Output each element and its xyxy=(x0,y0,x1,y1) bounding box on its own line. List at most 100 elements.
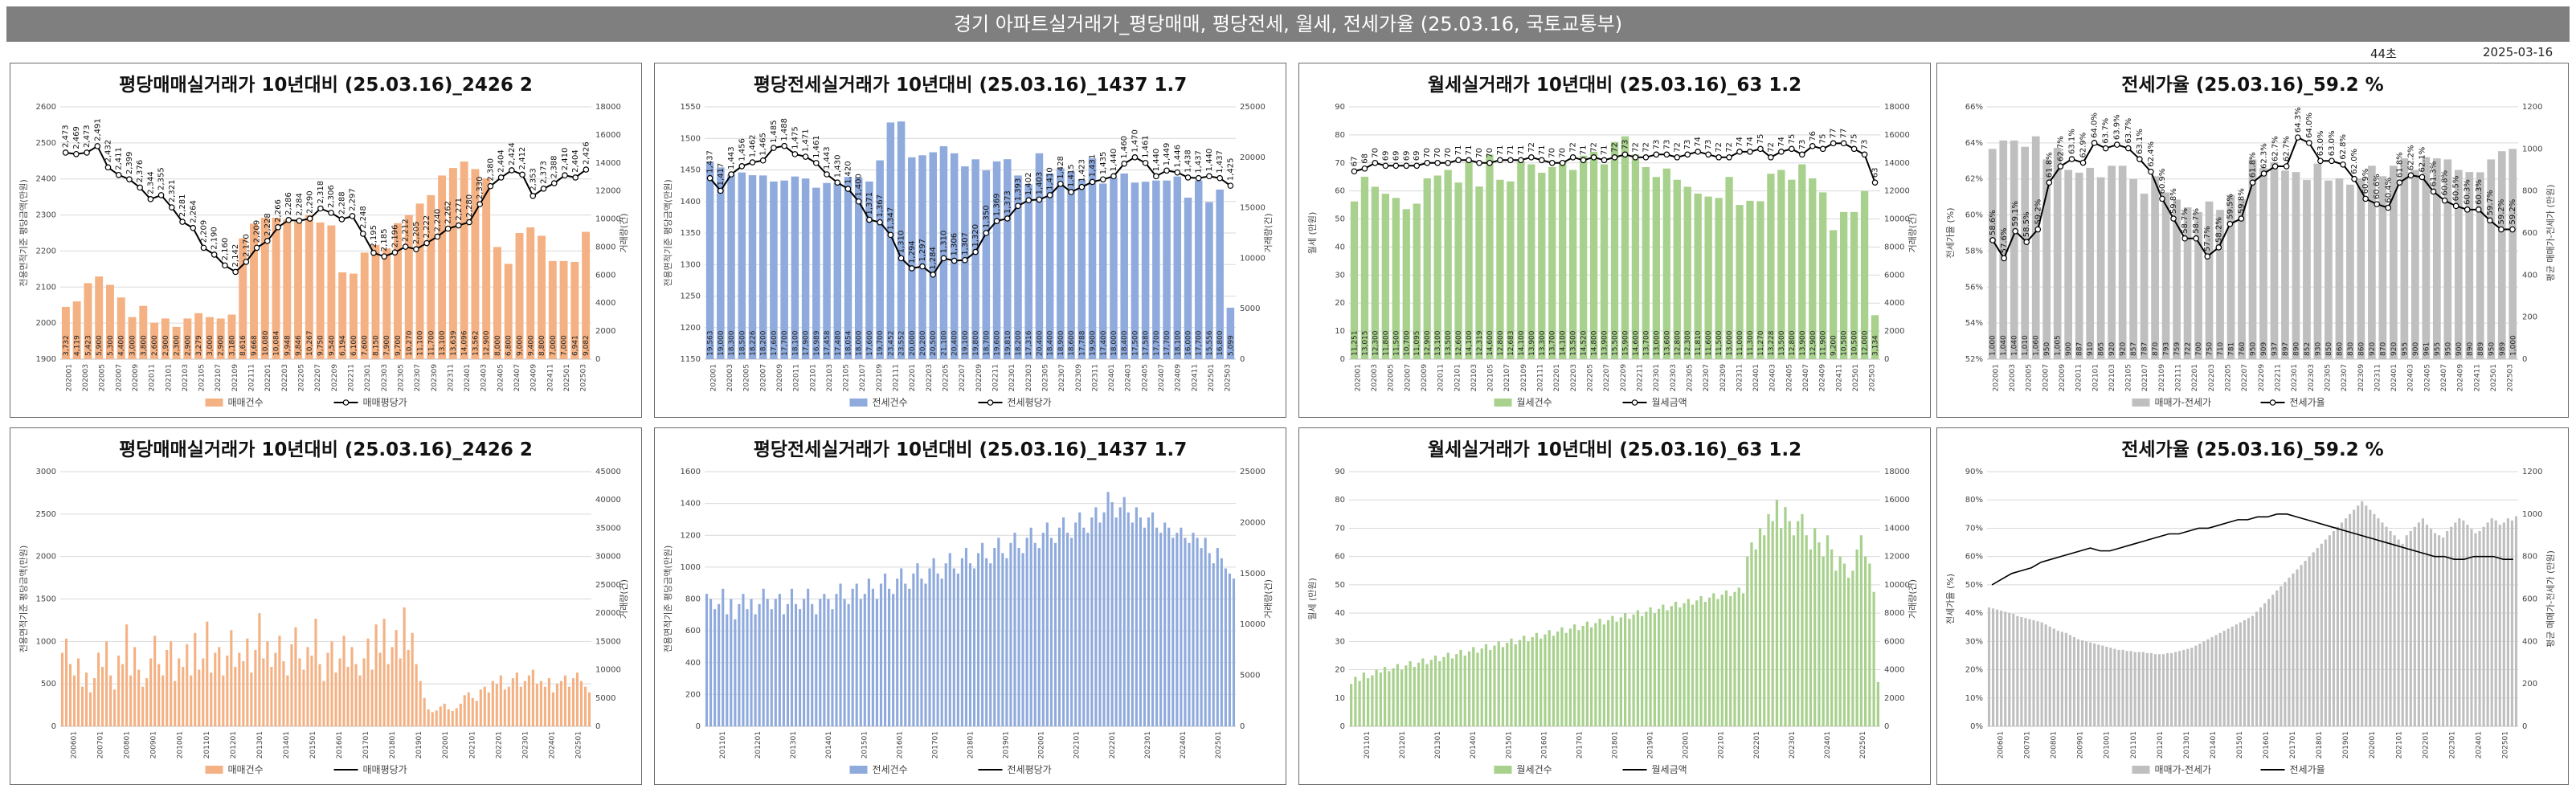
bar-value-label: 13,000 xyxy=(1653,330,1661,356)
bar xyxy=(2502,522,2505,726)
y-tick-label: 30 xyxy=(1335,637,1345,646)
y-tick-label: 0 xyxy=(1340,722,1345,731)
line-point xyxy=(550,180,558,186)
line-point xyxy=(444,225,452,232)
bar-value-label: 13,700 xyxy=(1642,330,1650,356)
legend-bar-swatch xyxy=(1494,766,1512,774)
x-tick-label: 202211 xyxy=(992,364,1000,391)
line-value-label: 64.0% xyxy=(2305,112,2314,138)
bar-value-label: 18,400 xyxy=(1047,330,1055,356)
bar xyxy=(1771,521,1774,726)
bar xyxy=(2149,652,2153,726)
bar xyxy=(531,669,534,726)
bar-value-label: 11,600 xyxy=(1705,330,1713,356)
line-value-label: 1,400 xyxy=(855,174,864,197)
bar-value-label: 1,040 xyxy=(2000,335,2008,356)
x-tick-label: 202501 xyxy=(1859,731,1867,758)
x-tick-label: 202401 xyxy=(1824,731,1832,758)
bar xyxy=(944,563,947,726)
x-tick-label: 202111 xyxy=(2175,364,2183,391)
line-value-label: 63.9% xyxy=(2113,114,2122,140)
line-point xyxy=(718,187,724,194)
y2-tick-label: 20000 xyxy=(595,609,621,618)
y-tick-label: 20 xyxy=(1335,666,1345,675)
y-tick-label: 58% xyxy=(1965,247,1983,255)
bar xyxy=(447,709,450,726)
bar xyxy=(503,689,506,726)
x-tick-label: 202001 xyxy=(2369,731,2377,758)
bar xyxy=(1381,194,1390,359)
x-tick-label: 202101 xyxy=(809,364,817,391)
bar xyxy=(1871,315,1879,359)
y2-tick-label: 0 xyxy=(595,355,600,364)
bar xyxy=(952,568,955,726)
bar xyxy=(770,609,773,726)
x-tick-label: 202005 xyxy=(1388,364,1396,391)
bar xyxy=(174,681,177,726)
bar xyxy=(272,218,280,359)
bar xyxy=(539,681,542,726)
bar-value-label: 12,900 xyxy=(1809,330,1818,356)
bar xyxy=(1538,172,1546,359)
bar-value-label: 8,616 xyxy=(239,335,247,356)
bar-value-label: 937 xyxy=(2271,342,2279,356)
bar xyxy=(916,563,919,726)
line-value-label: 68 xyxy=(1360,153,1369,164)
bar-value-label: 8,800 xyxy=(538,335,546,356)
x-tick-label: 202207 xyxy=(314,364,322,391)
legend-bar-label: 전세건수 xyxy=(873,764,908,775)
bar xyxy=(382,619,386,726)
line-point xyxy=(781,142,787,149)
bar-value-label: 21,100 xyxy=(940,330,948,356)
bar xyxy=(1754,549,1757,726)
bar xyxy=(1082,527,1086,726)
line-point xyxy=(2340,161,2346,168)
bar xyxy=(1077,179,1086,359)
bar xyxy=(1033,542,1037,726)
bar xyxy=(2089,642,2092,726)
bar xyxy=(1392,668,1395,726)
x-tick-label: 202007 xyxy=(2042,364,2050,391)
bar xyxy=(427,709,430,726)
bar xyxy=(823,182,831,359)
bar xyxy=(1184,538,1187,726)
y2-tick-label: 4000 xyxy=(1884,666,1904,675)
bar xyxy=(1724,590,1728,726)
line-point xyxy=(2215,244,2222,251)
x-tick-label: 201701 xyxy=(362,731,370,758)
line-value-label: 2,248 xyxy=(359,206,368,229)
line-value-label: 72 xyxy=(1611,142,1620,153)
y2-tick-label: 10000 xyxy=(1884,215,1910,224)
y-tick-label: 2100 xyxy=(36,283,56,292)
line-point xyxy=(487,182,494,190)
y2-tick-label: 6000 xyxy=(595,271,615,280)
bar xyxy=(1037,548,1041,726)
line-value-label: 62.8% xyxy=(2339,134,2348,160)
x-tick-label: 202403 xyxy=(1125,364,1133,391)
y-tick-label: 1000 xyxy=(681,563,701,572)
line-point xyxy=(1538,157,1545,164)
bar-value-label: 920 xyxy=(2108,342,2116,356)
bar-value-label: 15,500 xyxy=(1612,330,1620,356)
bar xyxy=(2280,586,2283,726)
line-value-label: 1,440 xyxy=(1110,149,1118,172)
line-point xyxy=(1726,154,1732,161)
bar xyxy=(1486,154,1494,359)
line-point xyxy=(1705,151,1711,158)
bar-value-label: 3,800 xyxy=(140,335,148,356)
line-point xyxy=(1382,162,1389,170)
line-point xyxy=(1434,159,1441,166)
line-point xyxy=(147,196,154,202)
bar xyxy=(811,603,814,726)
bar xyxy=(730,599,733,726)
bar xyxy=(170,641,173,726)
line-point xyxy=(1163,167,1170,174)
bar xyxy=(1454,182,1462,359)
bar-value-label: 9,668 xyxy=(251,335,259,356)
y2-axis-label: 평균 매매가-전세가 (만원) xyxy=(2545,550,2556,648)
line-value-label: 70 xyxy=(1548,148,1557,158)
line-value-label: 1,425 xyxy=(1226,157,1235,181)
bar xyxy=(1004,159,1012,359)
bar xyxy=(2390,166,2398,359)
line-point xyxy=(583,166,590,173)
